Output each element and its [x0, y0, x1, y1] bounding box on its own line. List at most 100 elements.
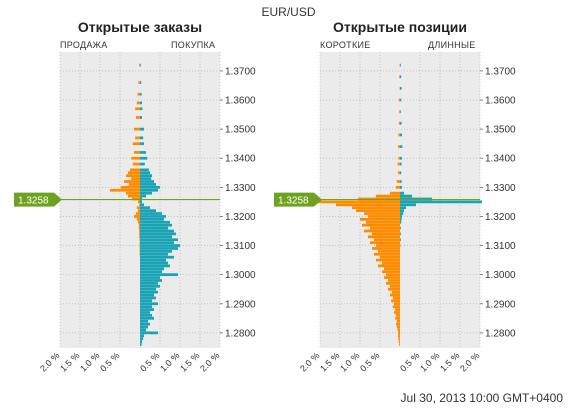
orders-left-bar — [131, 156, 140, 160]
positions-ytick-label: 1.3500 — [485, 125, 516, 136]
orders-right-bar — [140, 334, 144, 338]
orders-right-bar — [140, 151, 146, 154]
orders-right-bar — [140, 296, 156, 300]
positions-left-bar — [364, 229, 400, 233]
positions-left-bar — [374, 252, 400, 256]
orders-left-bar — [135, 136, 140, 140]
positions-left-bar — [376, 244, 400, 247]
orders-left-bar — [139, 235, 140, 239]
orders-xtick-label: 2.0 % — [38, 350, 61, 373]
orders-ytick-label: 1.3600 — [225, 96, 256, 107]
orders-ytick-label: 1.3400 — [225, 154, 256, 165]
orders-left-bar — [136, 217, 140, 221]
positions-right-bar — [400, 203, 416, 207]
positions-xtick-label: 2.0 % — [458, 350, 481, 373]
orders-right-bar — [140, 293, 154, 297]
orders-right-bar — [140, 252, 168, 256]
positions-right-bar — [400, 63, 401, 67]
orders-right-bar — [140, 241, 174, 245]
positions-right-bar — [400, 217, 402, 221]
positions-right-bar — [400, 206, 406, 210]
orders-right-bar — [140, 331, 158, 335]
orders-right-bar — [140, 229, 174, 233]
orders-ytick-label: 1.3100 — [225, 241, 256, 252]
positions-left-bar — [396, 180, 400, 183]
positions-left-bar — [318, 200, 400, 204]
orders-current-price-tag — [14, 192, 62, 207]
positions-current-price-tag — [274, 192, 322, 207]
positions-left-bar — [388, 287, 400, 291]
orders-left-bar — [132, 162, 140, 166]
orders-right-bar — [140, 319, 148, 323]
orders-buy-label: ПОКУПКА — [171, 40, 216, 50]
positions-right-bar — [400, 215, 402, 218]
positions-left-bar — [378, 249, 400, 253]
positions-right-bar — [400, 162, 402, 166]
orders-right-bar — [140, 258, 166, 262]
orders-right-bar — [140, 270, 162, 274]
positions-left-bar — [362, 223, 400, 227]
positions-xtick-label: 1.0 % — [338, 350, 361, 373]
positions-left-bar — [388, 279, 400, 282]
positions-left-bar — [372, 232, 400, 236]
orders-right-bar — [140, 316, 154, 320]
orders-current-price-label: 1.3258 — [18, 196, 49, 207]
positions-left-bar — [398, 133, 400, 137]
orders-right-bar — [140, 255, 174, 259]
positions-left-bar — [392, 290, 400, 294]
positions-long-label: ДЛИННЫЕ — [428, 40, 476, 50]
orders-left-bar — [136, 101, 140, 105]
orders-left-bar — [139, 232, 140, 236]
orders-right-bar — [140, 92, 142, 96]
orders-right-bar — [140, 81, 142, 84]
positions-left-bar — [397, 162, 400, 166]
positions-left-bar — [374, 238, 400, 242]
positions-left-bar — [394, 302, 400, 306]
orders-left-bar — [136, 206, 140, 210]
orders-right-bar — [140, 171, 150, 175]
orders-left-bar — [130, 168, 140, 172]
orders-panel-title: Открытые заказы — [77, 19, 203, 35]
positions-left-bar — [399, 75, 400, 79]
positions-left-bar — [386, 282, 400, 285]
positions-left-bar — [386, 273, 400, 277]
orders-right-bar — [140, 308, 154, 311]
positions-left-bar — [336, 203, 400, 207]
orders-left-bar — [134, 151, 140, 154]
orders-left-bar — [134, 215, 140, 218]
positions-left-bar — [398, 156, 400, 160]
orders-xtick-label: 2.0 % — [198, 350, 221, 373]
positions-right-bar — [400, 75, 402, 79]
orders-right-bar — [140, 63, 141, 67]
orders-right-bar — [140, 264, 170, 268]
positions-left-bar — [399, 110, 400, 114]
positions-left-bar — [398, 337, 400, 341]
orders-right-bar — [140, 235, 172, 239]
timestamp: Jul 30, 2013 10:00 GMT+0400 — [400, 391, 563, 405]
orders-ytick-label: 1.3500 — [225, 125, 256, 136]
positions-ytick-label: 1.3600 — [485, 96, 516, 107]
orders-right-bar — [140, 273, 178, 277]
orders-right-bar — [140, 180, 154, 183]
positions-left-bar — [398, 331, 400, 335]
orders-right-bar — [140, 337, 144, 341]
orders-right-bar — [140, 267, 164, 271]
orders-left-bar — [135, 107, 140, 111]
orders-right-bar — [140, 203, 144, 207]
positions-left-bar — [396, 319, 400, 323]
orders-right-bar — [140, 116, 142, 119]
positions-left-bar — [398, 121, 400, 125]
positions-left-bar — [370, 226, 400, 230]
orders-right-bar — [140, 340, 142, 343]
positions-left-bar — [366, 220, 400, 224]
orders-left-bar — [138, 223, 140, 227]
orders-right-bar — [140, 299, 152, 303]
positions-left-bar — [391, 299, 400, 303]
orders-right-bar — [140, 261, 168, 265]
positions-right-bar — [400, 185, 402, 189]
orders-left-bar — [134, 127, 140, 131]
orders-left-bar — [139, 203, 140, 207]
positions-xtick-label: 2.0 % — [298, 350, 321, 373]
positions-ytick-label: 1.2900 — [485, 299, 516, 310]
orders-right-bar — [140, 226, 168, 230]
